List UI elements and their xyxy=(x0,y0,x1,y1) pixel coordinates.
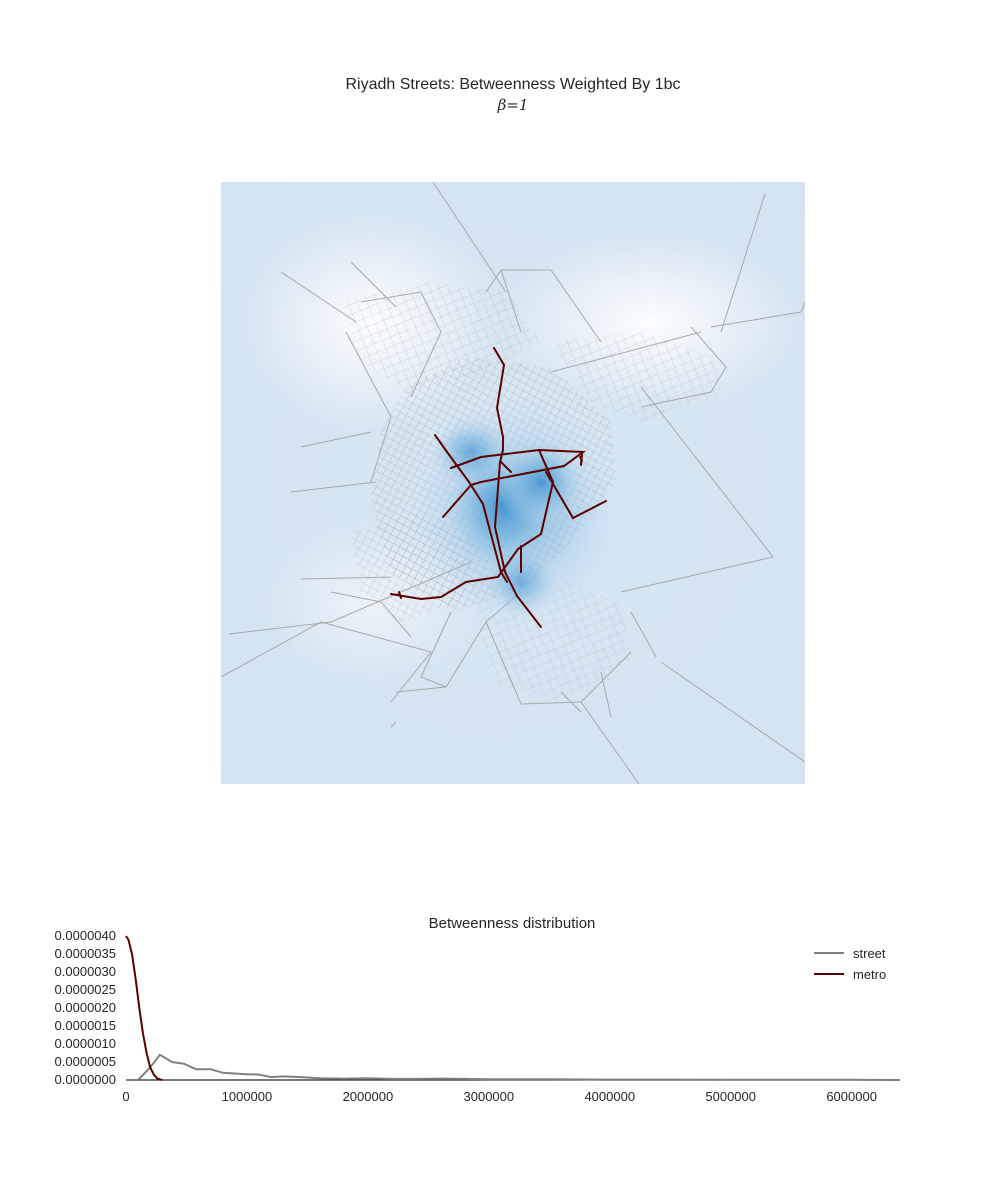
series-line-metro xyxy=(125,935,163,1081)
y-tick-label: 0.0000005 xyxy=(55,1054,116,1069)
legend-label-street: street xyxy=(853,946,886,961)
y-tick-label: 0.0000035 xyxy=(55,946,116,961)
y-tick-label: 0.0000030 xyxy=(55,964,116,979)
x-tick-label: 6000000 xyxy=(826,1089,877,1104)
y-tick-label: 0.0000000 xyxy=(55,1072,116,1087)
x-tick-label: 3000000 xyxy=(464,1089,515,1104)
map-title: Riyadh Streets: Betweenness Weighted By … xyxy=(345,76,681,93)
y-tick-label: 0.0000025 xyxy=(55,982,116,997)
betweenness-map xyxy=(221,182,805,784)
distribution-chart: Betweenness distribution 0 1000000 2000000 3… xyxy=(55,915,901,1104)
series-line-street xyxy=(126,1053,901,1081)
y-tick-label: 0.0000010 xyxy=(55,1036,116,1051)
legend-label-metro: metro xyxy=(853,967,886,982)
x-tick-label: 1000000 xyxy=(222,1089,273,1104)
y-tick-label: 0.0000015 xyxy=(55,1018,116,1033)
x-tick-label: 0 xyxy=(122,1089,129,1104)
x-tick-label: 5000000 xyxy=(705,1089,756,1104)
y-tick-label: 0.0000040 xyxy=(55,928,116,943)
chart-title: Betweenness distribution xyxy=(429,915,596,932)
x-tick-label: 4000000 xyxy=(584,1089,635,1104)
x-tick-label: 2000000 xyxy=(343,1089,394,1104)
y-tick-label: 0.0000020 xyxy=(55,1000,116,1015)
metro-lines xyxy=(390,347,607,628)
map-subtitle: β=1 xyxy=(497,96,529,114)
